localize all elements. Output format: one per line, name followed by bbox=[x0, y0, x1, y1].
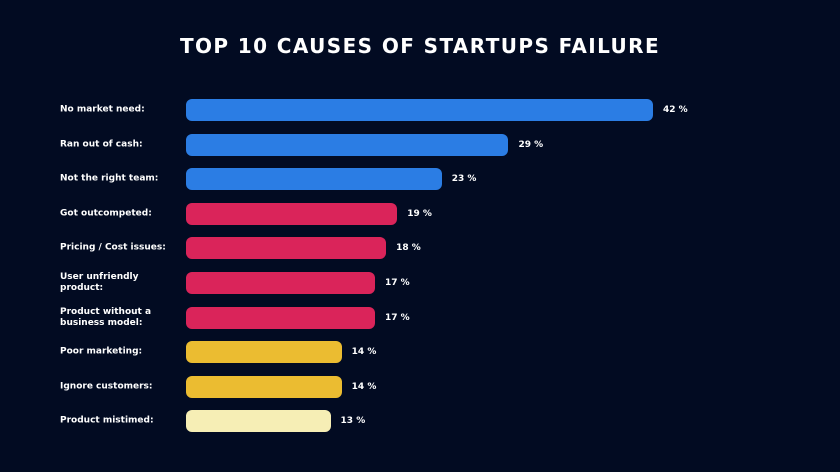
category-label: Product without a business model: bbox=[60, 306, 152, 328]
value-label: 13 % bbox=[340, 416, 366, 427]
bar bbox=[186, 306, 376, 329]
value-label: 17 % bbox=[385, 312, 410, 323]
bar bbox=[186, 272, 376, 294]
bar bbox=[186, 341, 342, 364]
value-label: 18 % bbox=[396, 243, 421, 254]
category-label: User unfriendly product: bbox=[60, 272, 139, 293]
bar bbox=[186, 410, 331, 433]
value-label: 19 % bbox=[407, 208, 432, 219]
bar bbox=[186, 99, 653, 121]
bar bbox=[186, 237, 387, 260]
category-label: Pricing / Cost issues: bbox=[60, 242, 166, 253]
category-label: Got outcompeted: bbox=[60, 208, 152, 219]
value-label: 17 % bbox=[385, 278, 410, 288]
value-label: 14 % bbox=[351, 381, 377, 392]
chart-title: TOP 10 CAUSES OF STARTUPS FAILURE bbox=[179, 34, 661, 58]
category-label: Product mistimed: bbox=[60, 415, 154, 426]
category-label: No market need: bbox=[60, 104, 145, 115]
value-label: 14 % bbox=[351, 347, 377, 358]
bar bbox=[186, 168, 442, 191]
bar bbox=[186, 202, 398, 225]
value-label: 42 % bbox=[663, 105, 688, 115]
value-label: 29 % bbox=[518, 139, 544, 150]
category-label: Ran out of cash: bbox=[60, 139, 143, 150]
bar bbox=[186, 133, 509, 156]
value-label: 23 % bbox=[451, 174, 477, 185]
bar bbox=[186, 375, 342, 398]
category-label: Ignore customers: bbox=[60, 381, 153, 392]
category-label: Not the right team: bbox=[60, 173, 159, 184]
category-label: Poor marketing: bbox=[60, 346, 143, 357]
